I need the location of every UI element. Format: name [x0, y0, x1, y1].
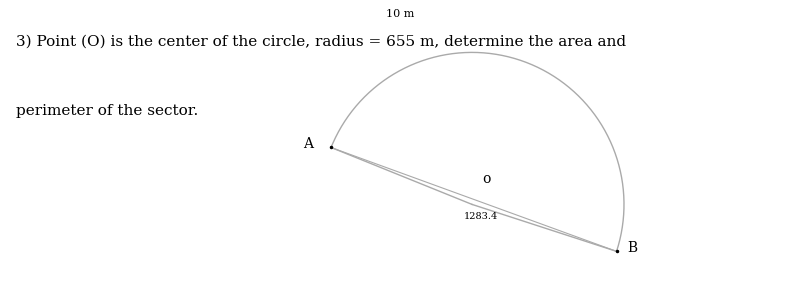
- Text: o: o: [482, 172, 491, 186]
- Text: perimeter of the sector.: perimeter of the sector.: [16, 104, 198, 118]
- Text: 10 m: 10 m: [386, 9, 414, 19]
- Text: A: A: [303, 137, 313, 151]
- Text: B: B: [627, 241, 638, 255]
- Text: 3) Point (O) is the center of the circle, radius = 655 m, determine the area and: 3) Point (O) is the center of the circle…: [16, 35, 626, 49]
- Text: 1283.4: 1283.4: [464, 212, 498, 221]
